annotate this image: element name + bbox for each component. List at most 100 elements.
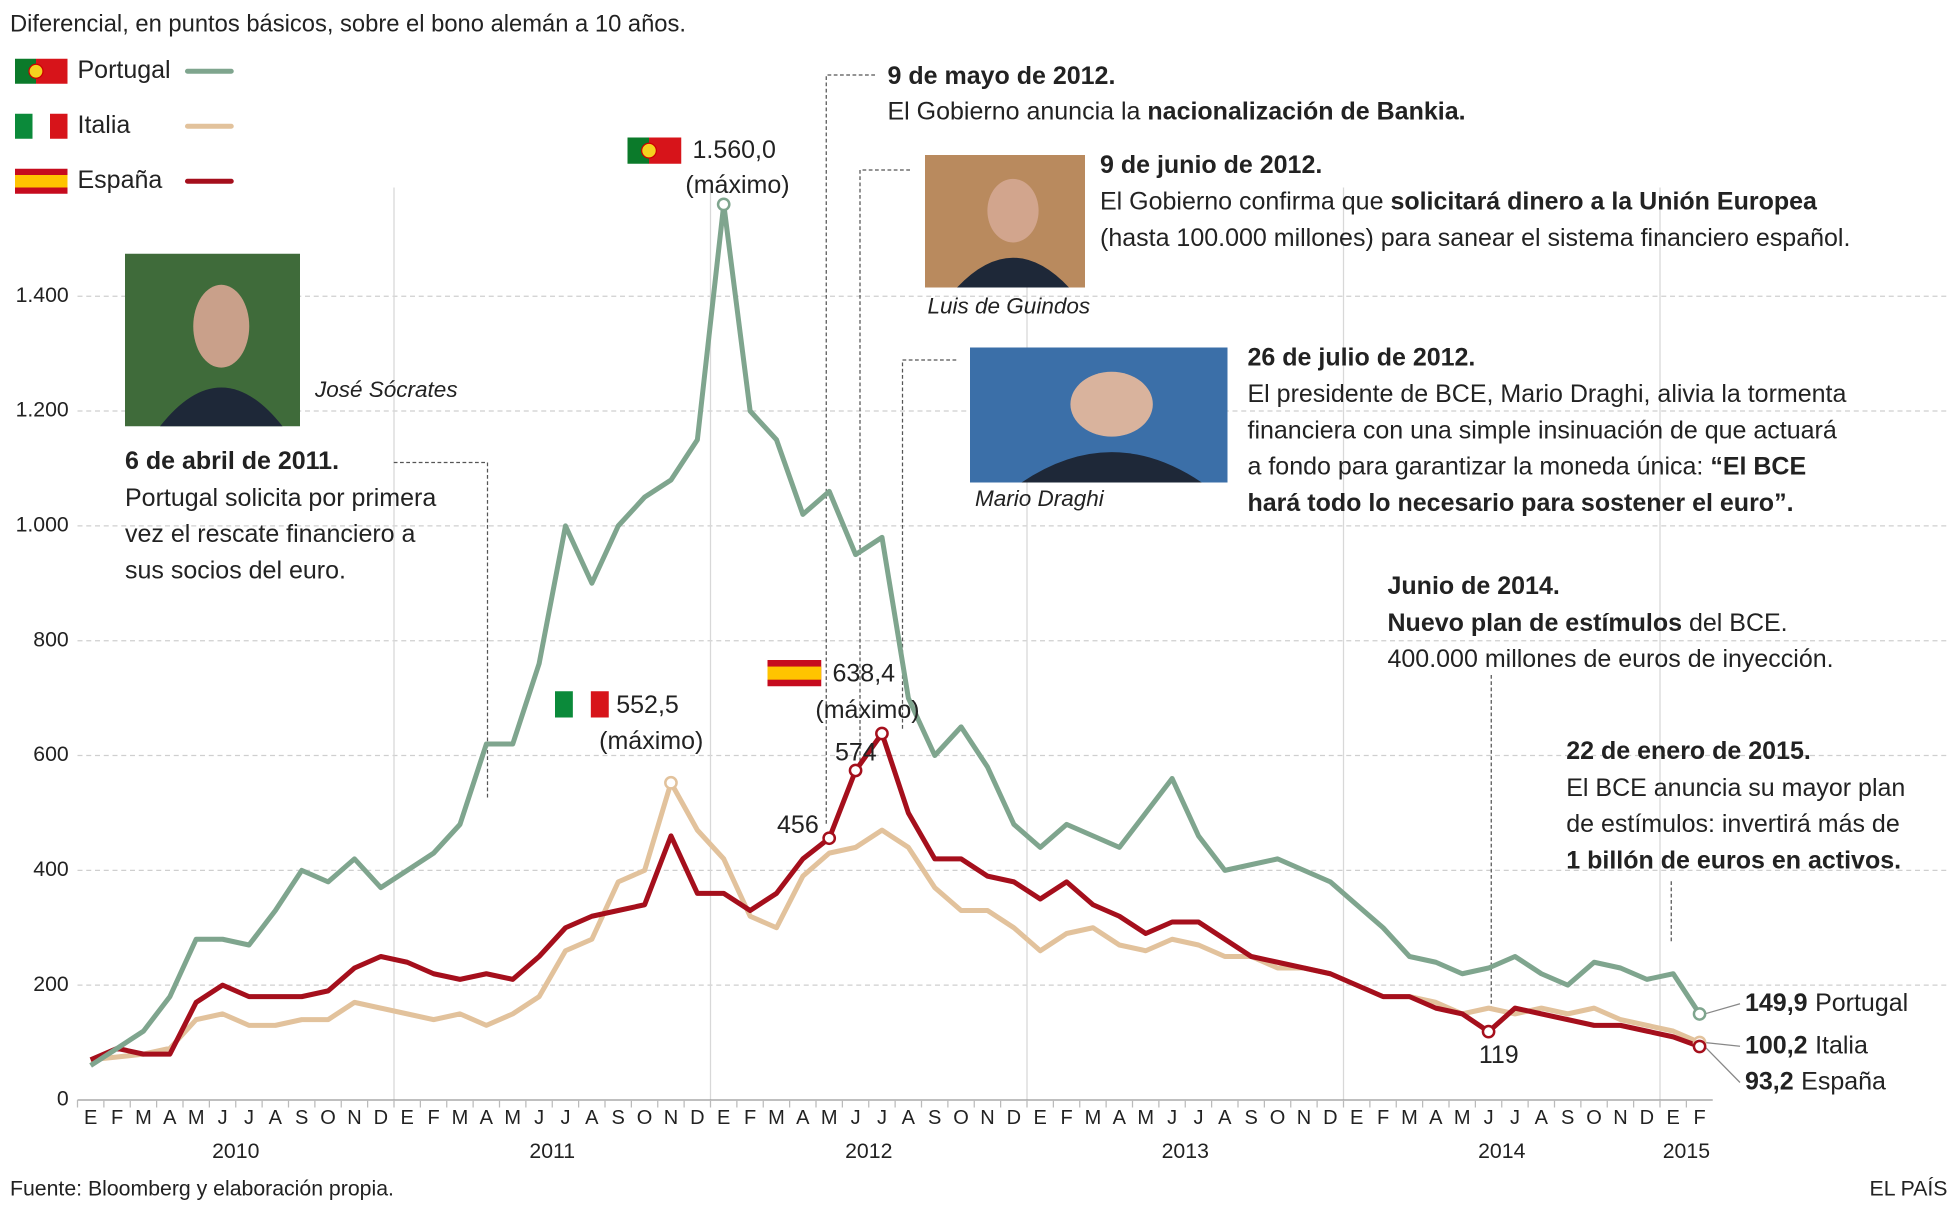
x-tick-label: M xyxy=(188,1107,205,1129)
annotation-run: del BCE. xyxy=(1682,608,1788,636)
x-tick-label: M xyxy=(504,1107,521,1129)
annotation-title: 22 de enero de 2015. xyxy=(1566,737,1811,765)
value-label: 456 xyxy=(777,811,819,839)
year-label: 2012 xyxy=(845,1139,892,1163)
x-tick-label: M xyxy=(452,1107,469,1129)
y-tick-label: 1.200 xyxy=(16,398,69,422)
x-tick-label: D xyxy=(690,1107,704,1129)
x-tick-label: A xyxy=(1429,1107,1443,1129)
annotation-run: El BCE anuncia su mayor plan xyxy=(1566,773,1905,801)
peak-note: (máximo) xyxy=(599,727,703,755)
photo-suit xyxy=(957,257,1069,288)
flag-part xyxy=(555,691,573,718)
value-label: 93,2 xyxy=(1745,1067,1794,1095)
value-label: 552,5 xyxy=(616,691,679,719)
annotation-run: El Gobierno confirma que xyxy=(1100,187,1390,215)
series-line xyxy=(89,201,1702,1068)
value-label: 119 xyxy=(1479,1041,1519,1069)
x-tick-label: A xyxy=(585,1107,599,1129)
flag-icon xyxy=(15,113,68,139)
annotation-line: 400.000 millones de euros de inyección. xyxy=(1388,645,1834,673)
annotation-line: vez el rescate financiero a xyxy=(125,520,416,548)
end-label: 93,2 España xyxy=(1745,1067,1886,1095)
x-tick-label: O xyxy=(953,1107,969,1129)
year-label: 2010 xyxy=(212,1139,259,1163)
series-name: Portugal xyxy=(1815,988,1908,1016)
point-marker xyxy=(875,726,889,741)
chart-subtitle: Diferencial, en puntos básicos, sobre el… xyxy=(10,10,686,37)
x-tick-label: A xyxy=(796,1107,810,1129)
annotation-run: (hasta 100.000 millones) para sanear el … xyxy=(1100,223,1850,251)
x-tick-label: O xyxy=(637,1107,653,1129)
x-tick-label: F xyxy=(1060,1107,1072,1129)
point-marker xyxy=(848,763,863,778)
x-tick-label: S xyxy=(1561,1107,1574,1129)
annotation-title: 6 de abril de 2011. xyxy=(125,447,339,475)
y-tick-label: 200 xyxy=(33,972,68,996)
y-tick-label: 0 xyxy=(57,1087,69,1111)
end-label: 149,9 Portugal xyxy=(1745,988,1908,1016)
annotation-leader xyxy=(901,359,957,732)
annotation-run: de estímulos: invertirá más de xyxy=(1566,810,1899,838)
flag-part xyxy=(767,666,822,680)
annotation-run: El presidente de BCE, Mario Draghi, aliv… xyxy=(1248,380,1847,408)
annotation-run: financiera con una simple insinuación de… xyxy=(1248,416,1837,444)
flag-part xyxy=(627,137,649,164)
annotation-leader xyxy=(393,461,489,800)
annotation-line: El Gobierno anuncia la nacionalización d… xyxy=(888,97,1466,125)
legend-label: España xyxy=(78,166,163,194)
x-tick-label: J xyxy=(877,1107,887,1129)
flag-part xyxy=(15,113,33,139)
photo-face xyxy=(1070,371,1153,437)
x-tick-label: D xyxy=(1323,1107,1337,1129)
flag-part xyxy=(32,113,51,139)
photo-caption: Mario Draghi xyxy=(975,486,1105,511)
x-tick-label: N xyxy=(1613,1107,1627,1129)
x-tick-label: F xyxy=(427,1107,439,1129)
x-tick-label: J xyxy=(1510,1107,1520,1129)
flag-part xyxy=(590,691,609,718)
annotation-line: El presidente de BCE, Mario Draghi, aliv… xyxy=(1248,380,1847,408)
x-tick-label: M xyxy=(1085,1107,1102,1129)
flag-part xyxy=(15,175,68,188)
photo-caption: José Sócrates xyxy=(314,377,458,402)
x-tick-label: J xyxy=(244,1107,254,1129)
photo-face xyxy=(987,178,1039,243)
annotation-run: Nuevo plan de estímulos xyxy=(1388,608,1683,636)
photo-face xyxy=(193,284,250,368)
annotation-run: hará todo lo necesario para sostener el … xyxy=(1248,488,1794,516)
value-label: 149,9 xyxy=(1745,988,1808,1016)
x-tick-label: A xyxy=(1113,1107,1127,1129)
x-tick-label: J xyxy=(560,1107,570,1129)
point-marker xyxy=(716,197,731,212)
annotation-line: Portugal solicita por primera xyxy=(125,483,436,511)
label-leader xyxy=(1704,1003,1741,1015)
x-tick-label: A xyxy=(269,1107,283,1129)
annotation-run: Portugal solicita por primera xyxy=(125,483,436,511)
value-label: 100,2 xyxy=(1745,1031,1808,1059)
x-tick-label: D xyxy=(1007,1107,1021,1129)
x-tick-label: J xyxy=(1193,1107,1203,1129)
annotation-line: hará todo lo necesario para sostener el … xyxy=(1248,488,1794,516)
peak-note: (máximo) xyxy=(815,696,919,724)
annotation-run: vez el rescate financiero a xyxy=(125,520,416,548)
x-tick-label: J xyxy=(1484,1107,1494,1129)
annotation-run: nacionalización de Bankia. xyxy=(1147,97,1465,125)
x-tick-label: M xyxy=(1401,1107,1418,1129)
x-tick-label: J xyxy=(1167,1107,1177,1129)
point-marker xyxy=(1481,1024,1496,1039)
x-tick-label: S xyxy=(612,1107,625,1129)
y-tick-label: 1.400 xyxy=(16,283,69,307)
annotation-run: “El BCE xyxy=(1710,452,1806,480)
photo-suit xyxy=(1021,452,1202,483)
annotation-run: a fondo para garantizar la moneda única: xyxy=(1248,452,1711,480)
flag-part xyxy=(572,691,591,718)
x-tick-label: M xyxy=(821,1107,838,1129)
y-tick-label: 1.000 xyxy=(16,512,69,536)
credit: EL PAÍS xyxy=(1870,1176,1948,1201)
x-tick-label: S xyxy=(295,1107,308,1129)
point-marker xyxy=(664,775,678,790)
x-tick-label: A xyxy=(1218,1107,1232,1129)
end-label: 100,2 Italia xyxy=(1745,1031,1868,1059)
